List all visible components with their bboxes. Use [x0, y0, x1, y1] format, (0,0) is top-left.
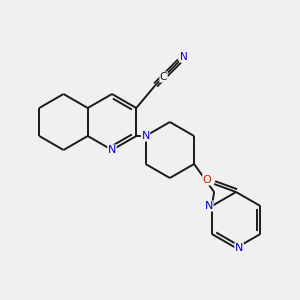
Text: N: N	[235, 243, 243, 253]
Text: O: O	[203, 175, 212, 185]
Text: N: N	[141, 131, 150, 141]
Text: N: N	[205, 201, 213, 211]
Text: C: C	[160, 72, 167, 82]
Text: N: N	[108, 145, 116, 155]
Text: N: N	[180, 52, 188, 62]
